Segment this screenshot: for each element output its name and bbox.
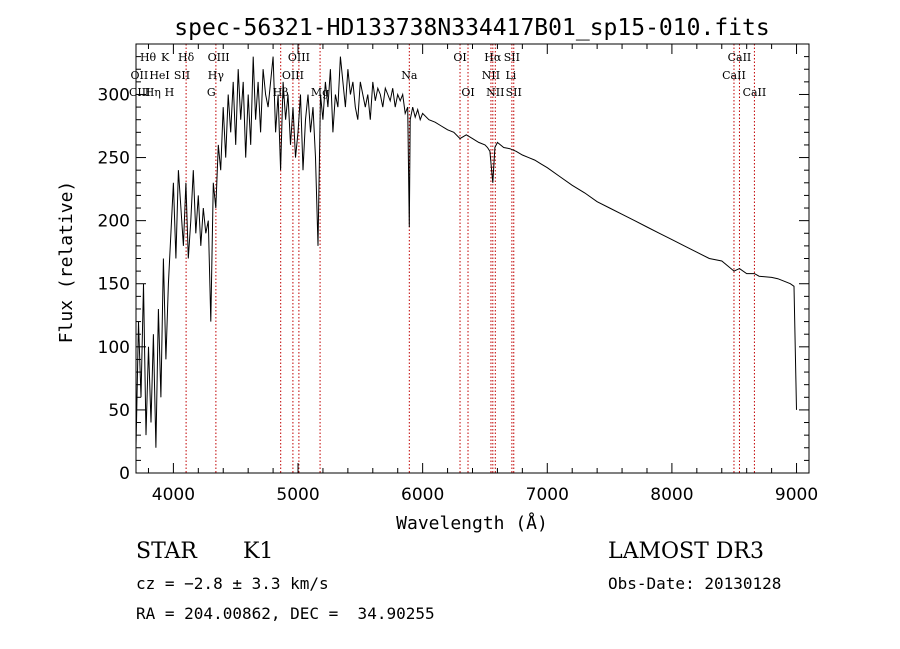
line-label-Na: Na (401, 69, 418, 82)
object-class: STAR (136, 539, 197, 564)
line-label-OI: OI (453, 51, 466, 64)
x-tick-label: 9000 (775, 485, 818, 505)
spectrum-line (135, 56, 797, 448)
x-tick-label: 8000 (650, 485, 693, 505)
line-label-K: K (161, 51, 170, 64)
line-label-CaII: CaII (722, 69, 746, 82)
line-label-SII: SII (506, 86, 522, 99)
observation-date: Obs-Date: 20130128 (608, 574, 782, 593)
y-axis: 0 50 100 150 200 250 300 (98, 56, 809, 484)
line-label-OII: OII (131, 69, 149, 82)
survey-name: LAMOST DR3 (608, 539, 764, 564)
line-label-OIII: OIII (282, 69, 304, 82)
y-tick-label: 50 (108, 401, 130, 421)
x-tick-label: 6000 (401, 485, 444, 505)
x-tick-label: 7000 (526, 485, 569, 505)
line-label-NII: NII (486, 86, 504, 99)
line-label-OIII: OIII (288, 51, 310, 64)
line-label-SII: SII (504, 51, 520, 64)
line-label-Hθ: Hθ (140, 51, 157, 64)
line-label-Hγ: Hγ (208, 69, 225, 82)
line-label-CaII: CaII (743, 86, 767, 99)
line-label-SII: SII (174, 69, 190, 82)
x-axis: 4000 5000 6000 7000 8000 9000 (147, 44, 818, 505)
line-label-NII: NII (482, 69, 500, 82)
line-label-Hη: Hη (145, 86, 161, 99)
line-label-Li: Li (505, 69, 516, 82)
line-label-Hα: Hα (484, 51, 502, 64)
line-label-Hδ: Hδ (178, 51, 195, 64)
line-label-CaII: CaII (728, 51, 752, 64)
y-tick-label: 100 (98, 338, 130, 358)
y-tick-label: 200 (98, 212, 130, 232)
line-label-Hβ: Hβ (273, 86, 289, 99)
y-tick-label: 250 (98, 149, 130, 169)
spectral-line-markers (185, 44, 755, 473)
y-axis-label: Flux (relative) (56, 181, 77, 344)
line-label-OIII: OIII (208, 51, 230, 64)
line-label-G: G (207, 86, 216, 99)
x-tick-label: 4000 (152, 485, 195, 505)
ra-dec-readout: RA = 204.00862, DEC = 34.90255 (136, 604, 435, 623)
line-label-HeI: HeI (149, 69, 169, 82)
line-label-OI: OI (461, 86, 474, 99)
line-label-CIII: CIII (129, 86, 150, 99)
object-subclass: K1 (243, 539, 274, 564)
redshift-readout: cz = −2.8 ± 3.3 km/s (136, 574, 329, 593)
chart-title: spec-56321-HD133738N334417B01_sp15-010.f… (174, 15, 769, 41)
x-tick-label: 5000 (276, 485, 319, 505)
x-axis-label: Wavelength (Å) (396, 512, 548, 534)
y-tick-label: 0 (119, 464, 130, 484)
y-tick-label: 150 (98, 275, 130, 295)
y-tick-label: 300 (98, 85, 130, 105)
line-label-H: H (165, 86, 175, 99)
